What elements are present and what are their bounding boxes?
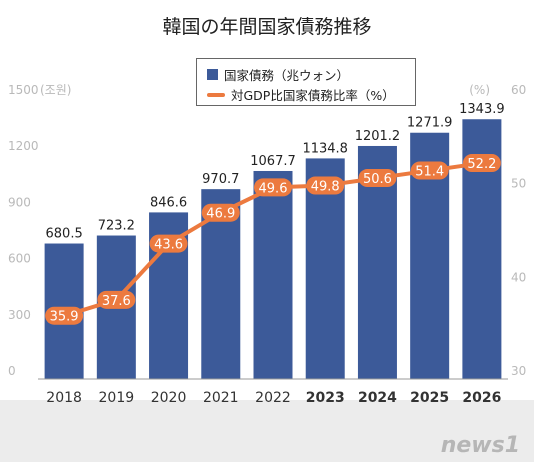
right-tick-label: 50 bbox=[511, 177, 526, 191]
legend-line-label: 対GDP比国家債務比率（%） bbox=[231, 88, 395, 103]
left-tick-label: 1200 bbox=[8, 139, 39, 153]
line-value-label: 52.2 bbox=[467, 157, 496, 172]
x-axis: 2018 2019 2020 2021 2022 2023 2024 2025 2026 bbox=[38, 378, 508, 406]
bar-value-label: 1201.2 bbox=[355, 129, 401, 144]
bar-value-label: 846.6 bbox=[150, 195, 187, 210]
bar-value-label: 1343.9 bbox=[459, 102, 505, 117]
line-point-marker bbox=[410, 161, 449, 180]
x-tick-label: 2018 bbox=[46, 390, 82, 406]
legend: 国家債務（兆ウォン） 対GDP比国家債務比率（%） bbox=[196, 58, 416, 106]
line-value-label: 37.6 bbox=[102, 294, 131, 309]
bar-value-label: 970.7 bbox=[202, 172, 239, 187]
bar-value-label: 1134.8 bbox=[302, 141, 348, 156]
bar bbox=[253, 170, 293, 379]
x-tick-label: 2022 bbox=[255, 390, 291, 406]
line-point-marker bbox=[97, 290, 136, 309]
legend-item-line: 対GDP比国家債務比率（%） bbox=[207, 85, 395, 104]
right-axis: 30 40 50 60 (%) bbox=[469, 83, 526, 378]
x-tick-label: 2019 bbox=[99, 390, 135, 406]
legend-line-swatch bbox=[207, 92, 225, 97]
line-value-label: 35.9 bbox=[50, 310, 79, 325]
line-point-marker bbox=[358, 169, 397, 188]
legend-bar-swatch bbox=[207, 69, 218, 80]
bar-value-label: 1271.9 bbox=[407, 116, 453, 131]
left-tick-label: 300 bbox=[8, 308, 31, 322]
line-point-marker bbox=[45, 306, 84, 325]
line-point-marker bbox=[201, 203, 240, 222]
line-value-label: 43.6 bbox=[154, 238, 183, 253]
line-point-marker bbox=[149, 234, 188, 253]
line-value-label: 51.4 bbox=[415, 165, 444, 180]
line-value-labels: 35.9 37.6 43.6 46.9 49.6 49.8 50.6 51.4 52.2 bbox=[45, 154, 501, 325]
line-point-marker bbox=[462, 154, 501, 173]
bar bbox=[305, 158, 345, 379]
x-tick-label: 2025 bbox=[410, 390, 449, 406]
x-tick-label: 2026 bbox=[462, 390, 501, 406]
x-tick-label: 2023 bbox=[306, 390, 345, 406]
left-tick-label: 1500 bbox=[8, 83, 39, 97]
legend-item-bar: 国家債務（兆ウォン） bbox=[207, 65, 349, 84]
x-tick-label: 2024 bbox=[358, 390, 397, 406]
legend-bar-label: 国家債務（兆ウォン） bbox=[224, 68, 350, 83]
right-tick-label: 30 bbox=[511, 364, 526, 378]
left-tick-label: 900 bbox=[8, 195, 31, 209]
right-tick-label: 60 bbox=[511, 83, 526, 97]
bar-value-label: 723.2 bbox=[98, 219, 135, 234]
right-tick-label: 40 bbox=[511, 270, 526, 284]
x-tick-label: 2020 bbox=[151, 390, 187, 406]
left-axis: 0 300 600 900 1200 1500 (조원) bbox=[8, 83, 71, 378]
right-axis-unit: (%) bbox=[469, 83, 490, 97]
line-value-label: 46.9 bbox=[206, 207, 235, 222]
watermark-logo: news1 bbox=[440, 433, 520, 458]
bar-value-label: 680.5 bbox=[46, 227, 83, 242]
left-tick-label: 600 bbox=[8, 252, 31, 266]
bottom-band bbox=[0, 400, 534, 462]
line-value-label: 49.6 bbox=[259, 181, 288, 196]
x-tick-label: 2021 bbox=[203, 390, 239, 406]
line-point-marker bbox=[254, 178, 292, 197]
left-axis-unit: (조원) bbox=[40, 83, 71, 97]
bar-value-labels: 680.5 723.2 846.6 970.7 1067.7 1134.8 1201.2 12… bbox=[46, 102, 505, 241]
line-value-label: 50.6 bbox=[363, 172, 392, 187]
bar-value-label: 1067.7 bbox=[250, 154, 296, 169]
line-value-label: 49.8 bbox=[311, 180, 340, 195]
line-point-marker bbox=[306, 176, 345, 195]
chart-title: 韓国の年間国家債務推移 bbox=[162, 16, 372, 38]
left-tick-label: 0 bbox=[8, 364, 16, 378]
